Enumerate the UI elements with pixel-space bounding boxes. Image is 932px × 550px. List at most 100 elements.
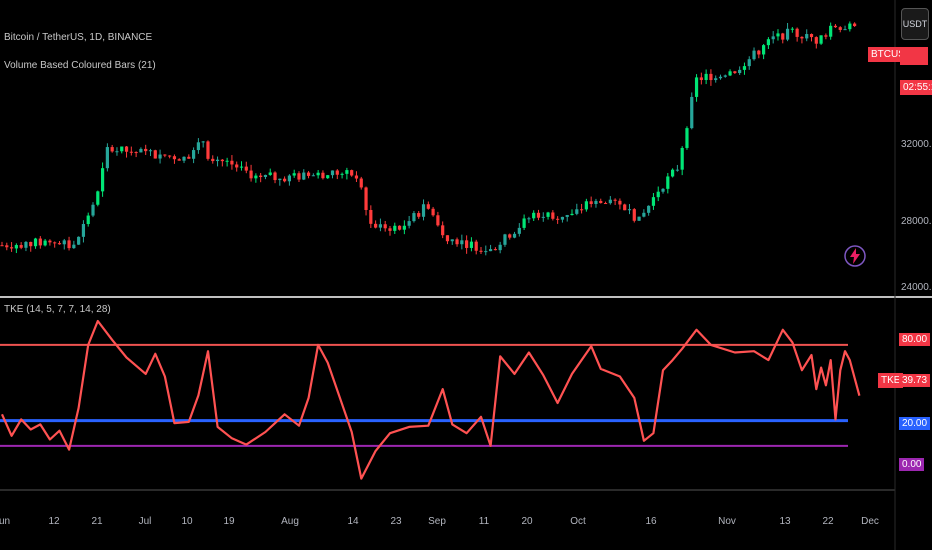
date-tick: 19 [223, 516, 235, 527]
candle-body [163, 154, 167, 156]
date-tick: Sep [428, 516, 446, 527]
candle-body [115, 151, 119, 153]
candle-body [407, 221, 411, 226]
candle-body [747, 59, 751, 67]
date-tick: Jun [0, 516, 11, 527]
candle-body [187, 156, 191, 159]
candle-body [541, 216, 545, 218]
candle-body [819, 35, 823, 44]
candle-body [292, 173, 296, 176]
candle-body [19, 245, 23, 248]
candle-body [532, 212, 536, 219]
candle-body [742, 66, 747, 70]
candle-body [81, 224, 86, 237]
symbol-title[interactable]: Bitcoin / TetherUS, 1D, BINANCE [4, 32, 153, 43]
candle-body [766, 39, 770, 46]
price-tick-28000: 28000.00 [901, 216, 932, 227]
candle-body [330, 170, 335, 176]
candle-body [493, 249, 497, 251]
candle-body [235, 164, 239, 168]
candle-body [14, 245, 18, 249]
price-tick-24000: 24000.00 [901, 282, 932, 293]
candle-body [254, 175, 258, 179]
candle-body [378, 224, 383, 228]
date-tick: 22 [822, 516, 834, 527]
candle-body [503, 234, 507, 245]
candle-body [474, 241, 478, 251]
candle-body [546, 212, 550, 217]
candle-body [364, 187, 368, 210]
candle-body [148, 150, 153, 152]
candle-body [297, 173, 301, 180]
candle-body [560, 216, 565, 220]
candle-body [57, 243, 62, 245]
candle-body [723, 75, 727, 77]
candle-body [369, 209, 373, 224]
candle-body [666, 176, 670, 189]
candle-body [608, 199, 612, 204]
candle-body [790, 28, 794, 30]
candle-body [53, 242, 57, 244]
candle-body [374, 223, 378, 228]
candle-body [565, 215, 569, 217]
candle-body [484, 251, 488, 253]
candle-body [690, 96, 694, 129]
candle-body [599, 200, 603, 204]
candle-body [718, 76, 723, 79]
date-tick: Aug [281, 516, 299, 527]
candle-body [436, 215, 440, 226]
candle-body [211, 158, 215, 162]
candle-body [273, 172, 277, 181]
candle-body [465, 240, 469, 248]
candle-body [675, 169, 679, 171]
candle-body [618, 200, 622, 205]
candle-body [388, 228, 392, 231]
last-price-badge [900, 47, 928, 65]
candle-body [714, 78, 718, 81]
candle-body [302, 172, 306, 180]
candle-body [129, 151, 133, 153]
candle-body [230, 160, 234, 165]
oscillator-title[interactable]: TKE (14, 5, 7, 7, 14, 28) [4, 304, 111, 315]
candle-body [316, 172, 320, 176]
candle-body [0, 245, 4, 247]
lightning-icon[interactable] [844, 245, 866, 267]
candle-body [283, 178, 287, 182]
candle-body [613, 199, 617, 201]
candle-body [843, 29, 847, 31]
candle-body [62, 240, 66, 245]
tke-line-layer [0, 319, 861, 480]
candle-body [29, 241, 33, 247]
candle-body [67, 240, 71, 249]
candle-body [91, 204, 95, 216]
candle-body [77, 236, 81, 245]
osc-tick-20: 20.00 [899, 417, 931, 430]
candle-body [225, 160, 229, 162]
candle-body [829, 25, 833, 37]
candle-body [48, 240, 52, 243]
candle-body [685, 128, 689, 148]
candle-body [445, 235, 450, 242]
candle-body [508, 234, 512, 238]
indicator-title[interactable]: Volume Based Coloured Bars (21) [4, 60, 156, 71]
candle-body [5, 245, 9, 248]
currency-button[interactable]: USDT [901, 8, 929, 40]
candle-body [144, 148, 148, 152]
candle-body [704, 73, 708, 81]
candle-body [201, 141, 205, 143]
candle-body [177, 159, 181, 161]
candle-body [651, 197, 656, 206]
candle-body [350, 170, 354, 176]
candle-body [498, 244, 502, 251]
candle-body [757, 50, 761, 55]
candle-body [306, 172, 311, 176]
candle-body [536, 212, 541, 218]
candle-body [431, 208, 435, 216]
candle-body [86, 215, 90, 225]
candle-body [460, 240, 464, 245]
candle-body [340, 173, 344, 175]
candle-body [589, 201, 593, 205]
candle-body [469, 241, 474, 248]
date-tick: Jul [138, 516, 152, 527]
candle-body [488, 249, 493, 252]
